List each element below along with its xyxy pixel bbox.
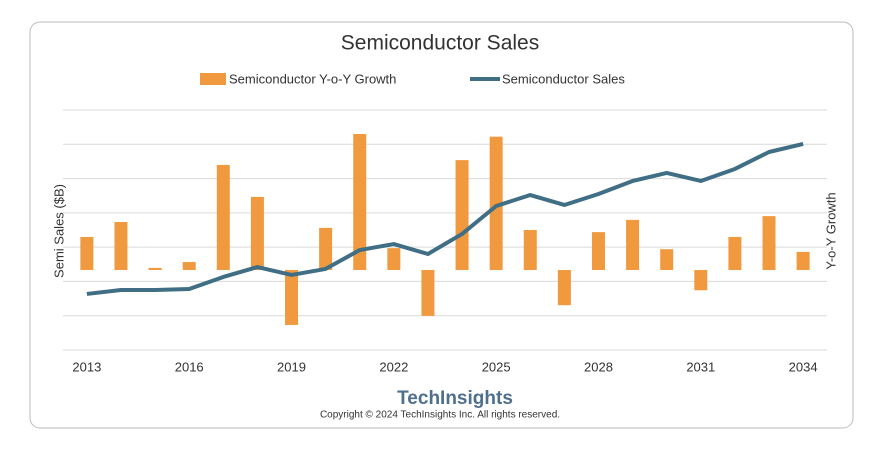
bar — [762, 216, 776, 270]
legend-label: Semiconductor Sales — [502, 71, 625, 86]
x-tick-label: 2034 — [789, 359, 818, 374]
bar — [387, 248, 401, 270]
bar — [660, 249, 674, 270]
bar — [728, 236, 742, 270]
legend-swatch — [200, 73, 226, 85]
bar — [182, 262, 196, 270]
x-tick-label: 2022 — [379, 359, 408, 374]
x-tick-label: 2025 — [482, 359, 511, 374]
bar — [285, 270, 299, 325]
bar — [353, 134, 367, 270]
x-tick-label: 2016 — [175, 359, 204, 374]
bar — [796, 251, 810, 270]
bar — [557, 270, 571, 306]
x-tick-label: 2031 — [686, 359, 715, 374]
bar — [523, 230, 537, 270]
bar — [489, 136, 503, 270]
bar — [694, 270, 708, 291]
chart-frame — [29, 21, 854, 429]
bar — [114, 222, 128, 270]
x-tick-label: 2028 — [584, 359, 613, 374]
bar — [591, 232, 605, 270]
logo: TechInsights — [397, 388, 513, 409]
bar — [250, 196, 264, 270]
bar — [421, 270, 435, 316]
x-tick-label: 2019 — [277, 359, 306, 374]
line — [86, 141, 804, 296]
bar — [216, 164, 230, 270]
legend-label: Semiconductor Y-o-Y Growth — [229, 71, 396, 86]
bar — [80, 236, 94, 270]
y2-axis-label: Y-o-Y Growth — [823, 192, 838, 269]
copyright: Copyright © 2024 TechInsights Inc. All r… — [320, 410, 560, 421]
chart-title: Semiconductor Sales — [341, 32, 539, 55]
x-tick-label: 2013 — [72, 359, 101, 374]
y-axis-label: Semi Sales ($B) — [51, 184, 66, 278]
bar — [455, 160, 469, 270]
bar — [319, 227, 333, 270]
bar — [148, 267, 162, 270]
bar — [626, 219, 640, 270]
